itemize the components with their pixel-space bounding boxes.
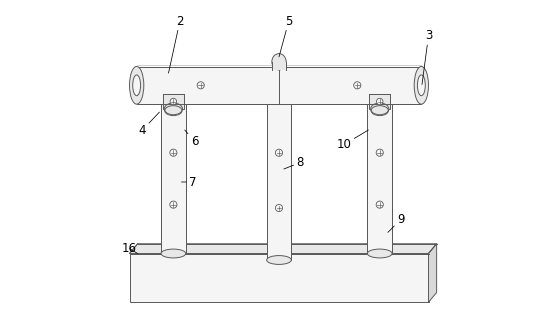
Circle shape xyxy=(376,149,383,156)
Circle shape xyxy=(276,149,282,156)
Ellipse shape xyxy=(133,75,141,96)
Text: 3: 3 xyxy=(422,29,432,84)
Polygon shape xyxy=(429,244,436,302)
Ellipse shape xyxy=(164,103,182,115)
Ellipse shape xyxy=(129,66,144,104)
Bar xyxy=(267,98,291,260)
Text: 9: 9 xyxy=(388,213,405,232)
Text: 4: 4 xyxy=(139,112,160,136)
Ellipse shape xyxy=(414,66,429,104)
Ellipse shape xyxy=(267,92,291,103)
Text: 16: 16 xyxy=(122,242,138,255)
Circle shape xyxy=(276,204,282,212)
Bar xyxy=(161,101,186,254)
Circle shape xyxy=(377,98,383,105)
Text: 8: 8 xyxy=(284,156,304,169)
Circle shape xyxy=(376,201,383,208)
Ellipse shape xyxy=(161,96,186,106)
Ellipse shape xyxy=(371,103,389,115)
Bar xyxy=(163,94,184,109)
Ellipse shape xyxy=(367,96,392,106)
Polygon shape xyxy=(129,244,436,254)
Text: 5: 5 xyxy=(279,15,292,57)
Text: 7: 7 xyxy=(181,176,196,188)
Bar xyxy=(137,67,279,104)
Text: 10: 10 xyxy=(336,130,368,151)
Circle shape xyxy=(354,82,361,89)
Text: 6: 6 xyxy=(185,130,198,148)
Ellipse shape xyxy=(267,255,291,265)
Ellipse shape xyxy=(272,54,286,70)
Circle shape xyxy=(170,201,177,208)
Bar xyxy=(369,94,390,109)
Circle shape xyxy=(197,82,204,89)
Ellipse shape xyxy=(417,75,425,96)
Bar xyxy=(272,62,286,70)
Bar xyxy=(129,254,429,302)
Text: 2: 2 xyxy=(169,15,184,73)
Ellipse shape xyxy=(161,249,186,258)
Circle shape xyxy=(170,149,177,156)
Circle shape xyxy=(170,98,177,105)
Bar xyxy=(279,67,421,104)
Bar xyxy=(367,101,392,254)
Ellipse shape xyxy=(367,249,392,258)
